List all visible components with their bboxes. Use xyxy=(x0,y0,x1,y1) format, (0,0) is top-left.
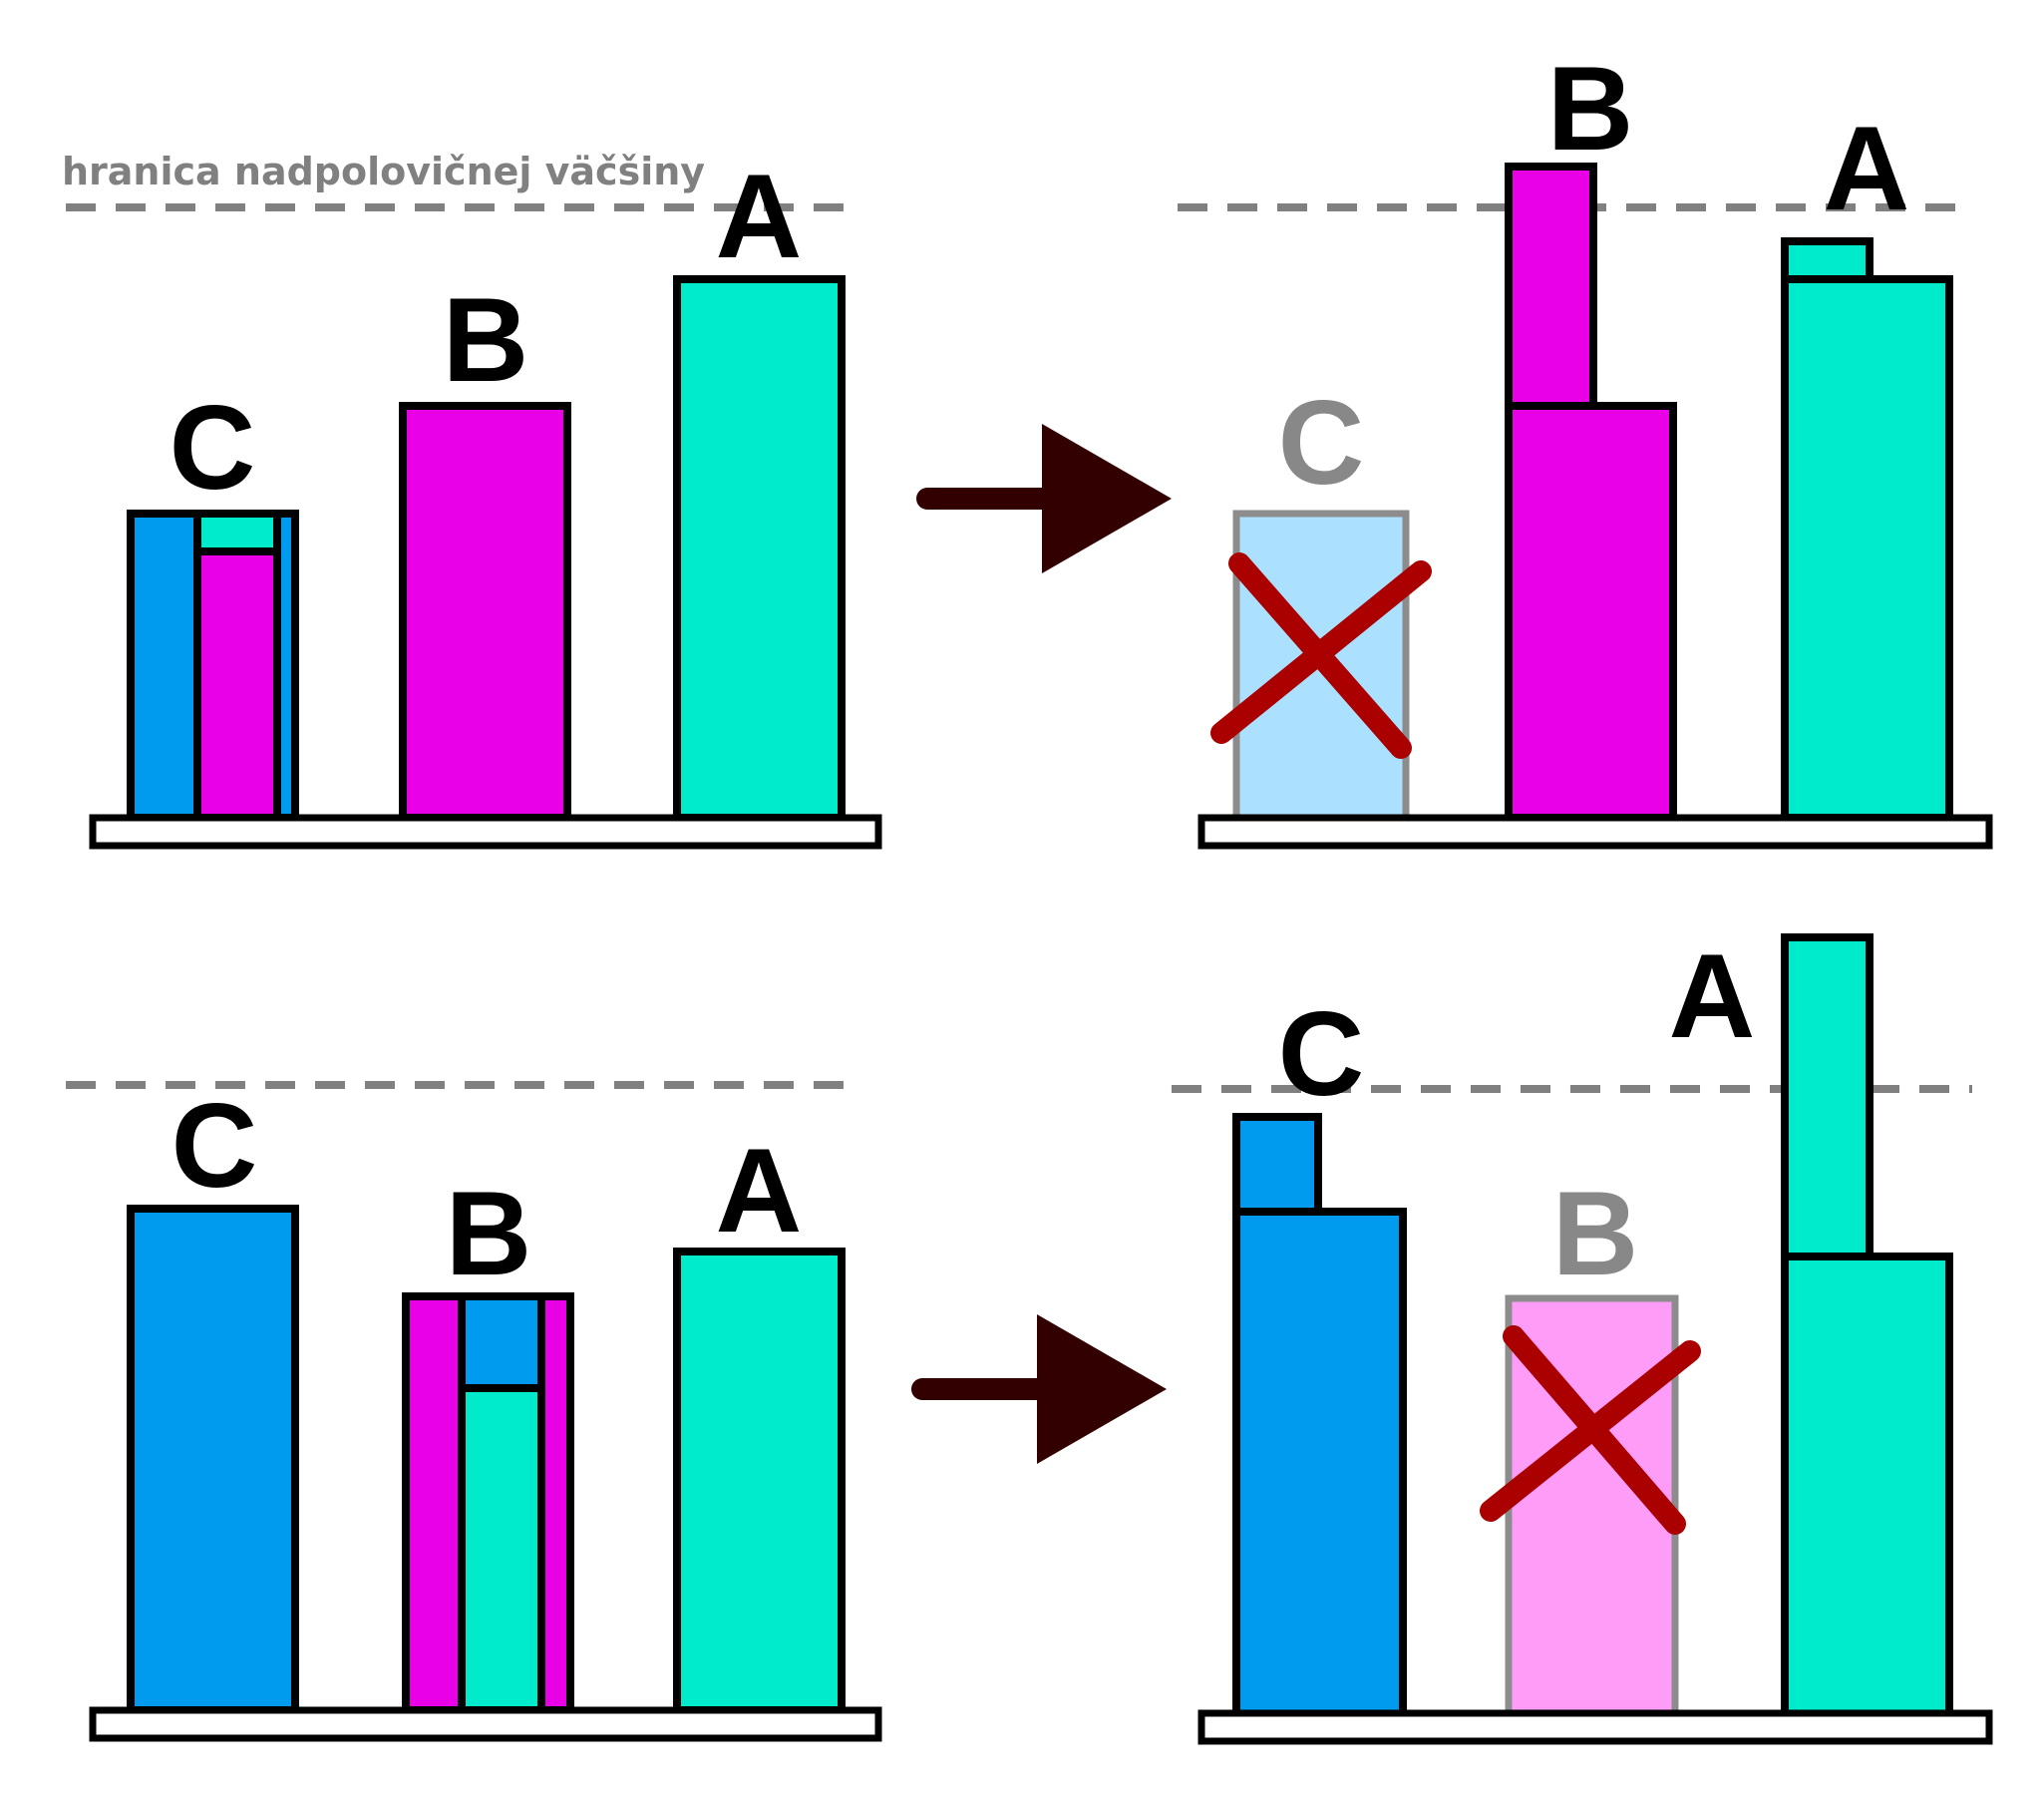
bar-b-transfer xyxy=(1505,163,1597,410)
label-c: C xyxy=(170,381,256,515)
bar-a xyxy=(673,1248,846,1714)
baseline xyxy=(89,814,882,850)
bar-b-transfer-a xyxy=(458,1384,545,1714)
label-b: B xyxy=(1547,42,1634,176)
bar-b xyxy=(399,402,571,822)
baseline xyxy=(1197,1709,1993,1745)
bar-a-transfer xyxy=(1781,933,1874,1260)
label-c: C xyxy=(1278,987,1365,1121)
label-a: A xyxy=(716,1124,803,1257)
scenario-2-before: C B A xyxy=(66,1079,882,1742)
bar-b-transfer-c xyxy=(458,1292,545,1392)
bar-c xyxy=(1232,1208,1407,1719)
bar-a-transfer xyxy=(1781,237,1874,283)
baseline xyxy=(89,1706,882,1742)
bar-a xyxy=(1781,275,1953,822)
bar-a xyxy=(673,275,846,822)
scenario-1: hranica nadpolovičnej väčšiny C B A xyxy=(62,42,1993,850)
label-a: A xyxy=(1669,929,1756,1063)
scenario-1-after: C B A xyxy=(1178,42,1993,850)
bar-c-transfer-a xyxy=(193,510,281,555)
bar-b xyxy=(1505,402,1677,822)
label-c-eliminated: C xyxy=(1278,376,1365,510)
elimination-cross-icon xyxy=(1210,552,1432,759)
scenario-1-arrow xyxy=(916,424,1172,573)
majority-threshold-label: hranica nadpolovičnej väčšiny xyxy=(62,150,705,193)
label-c: C xyxy=(171,1079,258,1213)
scenario-2-after: C B A xyxy=(1172,929,1993,1745)
bar-c xyxy=(127,1205,299,1714)
label-b: B xyxy=(446,1167,532,1300)
baseline xyxy=(1197,814,1993,850)
bar-c-transfer-b xyxy=(193,547,281,822)
elimination-cross-icon xyxy=(1480,1325,1701,1535)
scenario-1-before: hranica nadpolovičnej väčšiny C B A xyxy=(62,150,882,850)
bar-a xyxy=(1781,1253,1953,1719)
label-b-eliminated: B xyxy=(1552,1167,1639,1300)
scenario-2: C B A C B A xyxy=(66,929,1993,1745)
scenario-2-arrow xyxy=(911,1314,1167,1464)
label-a: A xyxy=(716,150,803,283)
label-a: A xyxy=(1824,102,1910,235)
label-b: B xyxy=(443,273,529,407)
bar-c-transfer xyxy=(1232,1113,1322,1216)
